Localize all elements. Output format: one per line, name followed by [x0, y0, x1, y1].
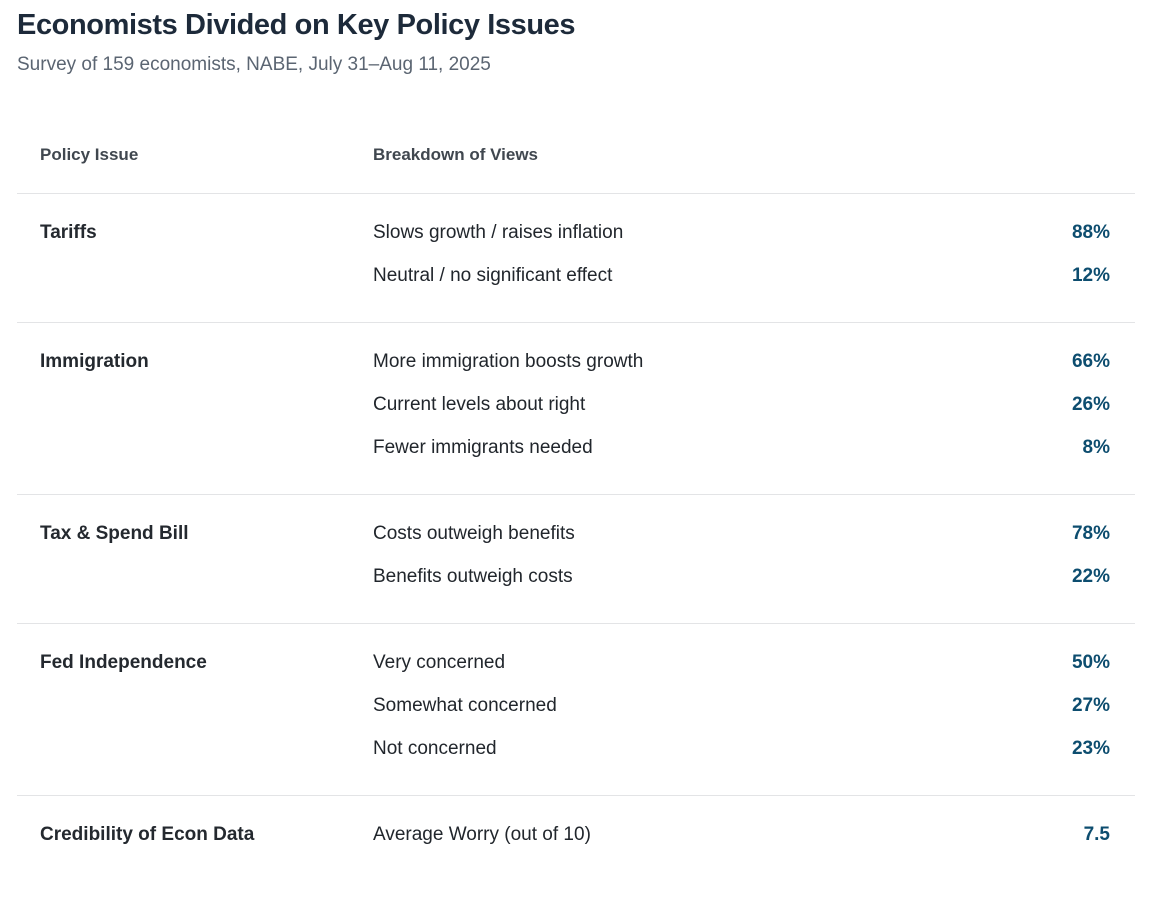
table-row: Somewhat concerned 27%: [373, 684, 1135, 727]
view-value: 7.5: [1083, 824, 1110, 845]
table-row: Neutral / no significant effect 12%: [373, 254, 1135, 297]
policy-issue-label: Tariffs: [40, 222, 97, 243]
view-label: Average Worry (out of 10): [373, 824, 591, 845]
view-value: 78%: [1071, 523, 1110, 544]
page-header: Economists Divided on Key Policy Issues …: [0, 8, 1158, 78]
view-value: 88%: [1071, 222, 1110, 243]
views-cell: Very concerned 50% Somewhat concerned 27% No…: [373, 641, 1135, 770]
table-section: Tax & Spend Bill Costs outweigh benefits 7…: [17, 495, 1135, 624]
table-row: Very concerned 50%: [373, 641, 1135, 684]
table-body: Tariffs Slows growth / raises inflation 88…: [17, 194, 1135, 881]
view-label: Not concerned: [373, 738, 497, 759]
views-cell: Slows growth / raises inflation 88% Neutra…: [373, 211, 1135, 297]
policy-issues-table: Policy Issue Breakdown of Views Tariffs S…: [17, 142, 1135, 881]
table-row: Not concerned 23%: [373, 727, 1135, 770]
table-row: Slows growth / raises inflation 88%: [373, 211, 1135, 254]
policy-issue-label: Tax & Spend Bill: [40, 523, 189, 544]
page-title: Economists Divided on Key Policy Issues: [17, 9, 576, 41]
view-label: Slows growth / raises inflation: [373, 222, 624, 243]
column-header-breakdown-of-views: Breakdown of Views: [373, 145, 539, 164]
view-label: Costs outweigh benefits: [373, 523, 575, 544]
column-header-policy-issue: Policy Issue: [40, 145, 139, 164]
view-value: 12%: [1071, 265, 1110, 286]
view-value: 8%: [1082, 437, 1110, 458]
table-section: Immigration More immigration boosts growt…: [17, 323, 1135, 495]
table-row: Average Worry (out of 10) 7.5: [373, 813, 1135, 856]
page-subtitle: Survey of 159 economists, NABE, July 31–…: [17, 54, 491, 75]
policy-issue-label: Credibility of Econ Data: [40, 824, 255, 845]
views-cell: Average Worry (out of 10) 7.5: [373, 813, 1135, 856]
view-label: Fewer immigrants needed: [373, 437, 593, 458]
table-row: Costs outweigh benefits 78%: [373, 512, 1135, 555]
view-label: Benefits outweigh costs: [373, 566, 573, 587]
policy-issue-label: Fed Independence: [40, 652, 207, 673]
view-label: Neutral / no significant effect: [373, 265, 613, 286]
view-label: Current levels about right: [373, 394, 586, 415]
table-row: Benefits outweigh costs 22%: [373, 555, 1135, 598]
table-row: More immigration boosts growth 66%: [373, 340, 1135, 383]
views-cell: More immigration boosts growth 66% Current…: [373, 340, 1135, 469]
policy-issue-label: Immigration: [40, 351, 149, 372]
table-row: Current levels about right 26%: [373, 383, 1135, 426]
view-label: Somewhat concerned: [373, 695, 557, 716]
view-label: Very concerned: [373, 652, 506, 673]
table-section: Tariffs Slows growth / raises inflation 88…: [17, 194, 1135, 323]
table-row: Fewer immigrants needed 8%: [373, 426, 1135, 469]
view-value: 26%: [1071, 394, 1110, 415]
table-section: Fed Independence Very concerned 50% Somewha…: [17, 624, 1135, 796]
view-value: 66%: [1071, 351, 1110, 372]
table-section: Credibility of Econ Data Average Worry (o…: [17, 796, 1135, 881]
view-label: More immigration boosts growth: [373, 351, 644, 372]
view-value: 50%: [1071, 652, 1110, 673]
view-value: 22%: [1071, 566, 1110, 587]
view-value: 23%: [1071, 738, 1110, 759]
view-value: 27%: [1071, 695, 1110, 716]
table-header-row: Policy Issue Breakdown of Views: [17, 142, 1135, 194]
views-cell: Costs outweigh benefits 78% Benefits outwe…: [373, 512, 1135, 598]
